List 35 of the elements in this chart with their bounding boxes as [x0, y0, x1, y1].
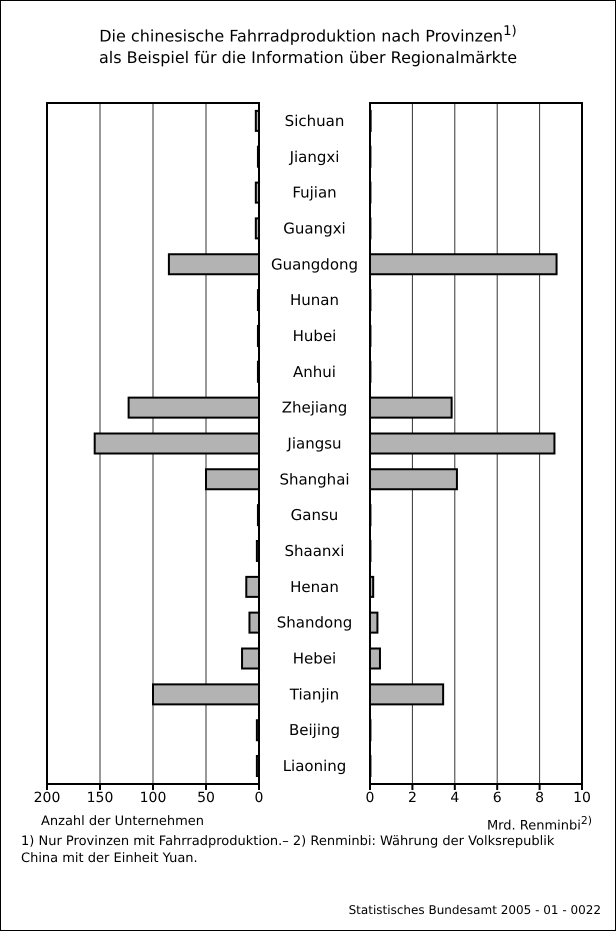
y-tick-label: Guangdong: [270, 255, 358, 274]
y-tick-label: Anhui: [293, 362, 336, 381]
x-tick-label: 8: [535, 790, 544, 806]
y-tick-label: Shandong: [276, 614, 352, 632]
x-tick-label: 2: [408, 790, 417, 806]
x-tick-label: 150: [86, 790, 114, 806]
y-tick-label: Liaoning: [282, 757, 346, 776]
y-tick-label: Tianjin: [288, 685, 340, 704]
x-axis-title: Mrd. Renminbi$^{2)}$: [486, 814, 592, 834]
y-tick-label: Zhejiang: [282, 398, 348, 417]
text: Statistisches Bundesamt 2005 - 01 - 0022: [348, 903, 601, 917]
x-tick-label: 0: [366, 790, 374, 806]
text: 1) Nur Provinzen mit Fahrradproduktion.– 2) Renminbi: Währung der Volksrepublik China mit der Einheit Yuan.: [21, 833, 556, 867]
y-tick-label: Henan: [290, 578, 339, 596]
y-tick-label: Gansu: [290, 506, 338, 524]
y-tick-label: Guangxi: [283, 219, 346, 238]
y-tick-label: Jiangsu: [286, 434, 342, 452]
y-tick-label: Beijing: [288, 721, 340, 740]
x-tick-label: 0: [254, 790, 264, 806]
y-tick-label: Sichuan: [284, 112, 344, 130]
x-tick-label: 100: [140, 790, 166, 806]
x-tick-label: 6: [492, 790, 502, 806]
x-tick-label: 200: [34, 790, 60, 806]
x-axis-title: Anzahl der Unternehmen: [41, 814, 204, 829]
y-tick-label: Fujian: [292, 184, 337, 202]
y-tick-label: Hubei: [292, 326, 336, 345]
y-tick-label: Shaanxi: [284, 542, 344, 560]
x-tick-label: 4: [450, 790, 460, 806]
text: Die chinesische Fahrradproduktion nach Provinzen$^{1)}$ als Beispiel für die Information über Regionalmärkte: [98, 23, 518, 70]
y-tick-label: Jiangxi: [288, 148, 340, 166]
y-tick-label: Shanghai: [279, 470, 350, 488]
x-tick-label: 10: [573, 790, 591, 806]
x-tick-label: 50: [197, 790, 215, 806]
y-tick-label: Hebei: [292, 650, 336, 668]
y-tick-label: Hunan: [290, 291, 339, 310]
